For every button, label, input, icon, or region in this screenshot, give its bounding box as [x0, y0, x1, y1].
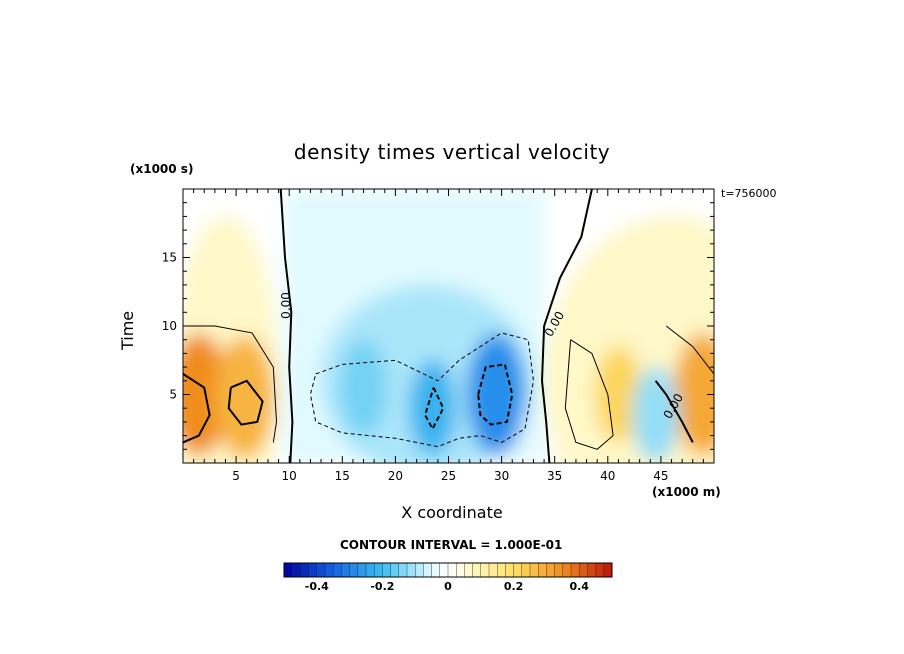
colorbar-tick-label: 0	[444, 580, 452, 593]
colorbar-cell	[472, 562, 482, 578]
colorbar-cell	[374, 562, 383, 578]
strong-positive-contour-mid	[227, 379, 264, 426]
colorbar-cell	[570, 562, 580, 578]
y-tick-label: 10	[162, 319, 177, 333]
colorbar-cell	[587, 562, 597, 578]
colorbar-cell	[292, 562, 301, 578]
colorbar-cell	[406, 562, 416, 578]
x-tick-label: 20	[388, 469, 403, 483]
contour-label: 0.00	[279, 292, 293, 319]
field-feature-max	[595, 346, 642, 443]
negative-contour	[309, 332, 535, 448]
colorbar-cell	[603, 562, 613, 578]
zero-contour-left	[279, 189, 294, 463]
y-tick-label: 5	[169, 388, 177, 402]
field-feature-min	[340, 339, 387, 436]
zero-contour-right	[540, 189, 593, 463]
colorbar-cell	[365, 562, 375, 578]
y-tick-label: 15	[162, 251, 177, 265]
positive-contour-right	[564, 339, 614, 450]
colorbar-cell	[398, 562, 408, 578]
colorbar: -0.4 -0.2 0 0.2 0.4	[283, 562, 613, 593]
x-tick-label: 10	[282, 469, 297, 483]
x-tick-label: 45	[653, 469, 668, 483]
x-tick-label: 30	[494, 469, 509, 483]
positive-contour-left	[183, 325, 278, 443]
colorbar-cell	[390, 562, 400, 578]
colorbar-cell	[324, 562, 334, 578]
colorbar-cell	[333, 562, 342, 578]
x-tick-label: 25	[441, 469, 456, 483]
colorbar-cell	[447, 562, 457, 578]
field-feature-max	[214, 335, 275, 459]
time-stamp: t=756000	[721, 187, 777, 200]
colorbar-cell	[456, 562, 465, 578]
colorbar-cell	[546, 562, 556, 578]
colorbar-cell	[497, 562, 506, 578]
colorbar-cell	[357, 562, 367, 578]
colorbar-tick-label: 0.2	[504, 580, 524, 593]
strong-positive-contour-left	[183, 373, 211, 444]
colorbar-cell	[538, 562, 547, 578]
zero-contour-far-right	[654, 380, 694, 443]
colorbar-tick-label: -0.2	[370, 580, 394, 593]
colorbar-cell	[300, 562, 310, 578]
positive-contour-far-right	[665, 325, 714, 375]
x-tick-label: 40	[600, 469, 615, 483]
x-tick-label: 35	[547, 469, 562, 483]
colorbar-cell	[579, 562, 588, 578]
x-unit-label: (x1000 m)	[652, 485, 721, 499]
strong-negative-contour	[477, 363, 514, 426]
colorbar-cell	[529, 562, 539, 578]
colorbar-cell	[464, 562, 474, 578]
field-feature-min	[632, 366, 679, 463]
colorbar-cell	[382, 562, 392, 578]
field-feature-max	[673, 333, 714, 456]
colorbar-cell	[562, 562, 572, 578]
colorbar-cell	[415, 562, 424, 578]
field-feature-min	[409, 359, 456, 457]
colorbar-cell	[488, 562, 498, 578]
colorbar-tick-label: 0.4	[569, 580, 589, 593]
colorbar-cell	[341, 562, 351, 578]
colorbar-cell	[513, 562, 523, 578]
contour-interval-label: CONTOUR INTERVAL = 1.000E-01	[340, 538, 563, 552]
colorbar-cell	[423, 562, 433, 578]
colorbar-cell	[283, 562, 293, 578]
x-tick-label: 5	[232, 469, 240, 483]
colorbar-cell	[505, 562, 515, 578]
colorbar-frame	[283, 562, 613, 578]
colorbar-cell	[316, 562, 326, 578]
colorbar-cell	[431, 562, 441, 578]
y-unit-label: (x1000 s)	[130, 162, 194, 176]
colorbar-cell	[595, 562, 605, 578]
colorbar-tick-label: -0.4	[305, 580, 329, 593]
colorbar-cell	[439, 562, 449, 578]
colorbar-cell	[554, 562, 564, 578]
colorbar-cell	[480, 562, 490, 578]
colorbar-cell	[308, 562, 318, 578]
x-tick-label: 15	[335, 469, 350, 483]
field-feature-min	[466, 333, 527, 456]
chart-title: density times vertical velocity	[293, 140, 611, 164]
colorbar-cell	[521, 562, 531, 578]
axis-layer: 5 10 15 20 25 30 35 40 45 5 10 15	[162, 188, 715, 483]
field-layer	[183, 189, 714, 463]
field-blobs	[183, 189, 714, 463]
x-axis-label: X coordinate	[401, 503, 503, 522]
colorbar-cell	[349, 562, 359, 578]
